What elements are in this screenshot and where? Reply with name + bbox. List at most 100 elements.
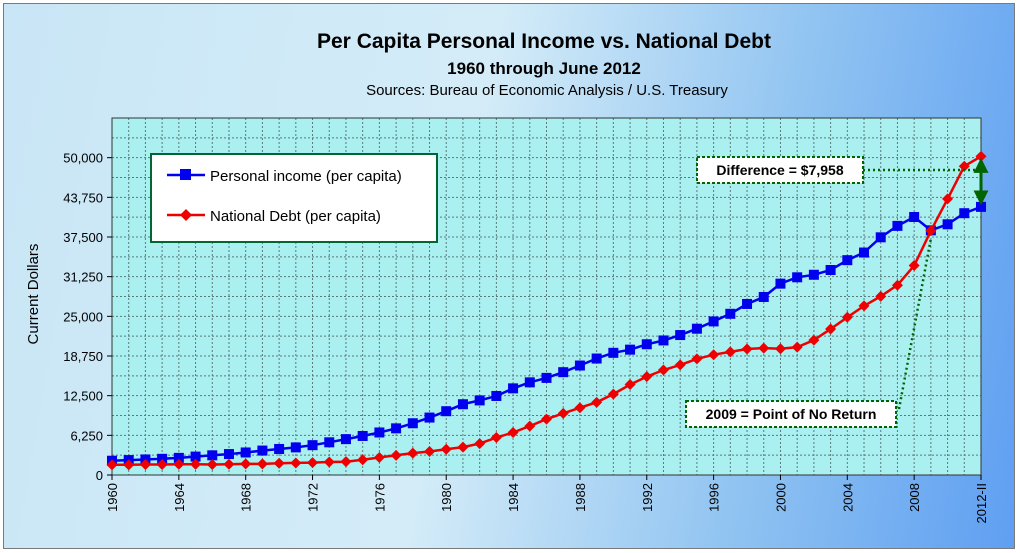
y-axis-label: Current Dollars — [25, 244, 42, 345]
debt-point — [891, 279, 903, 291]
difference-annotation-box — [696, 156, 864, 184]
income-point — [758, 291, 769, 302]
income-point — [257, 445, 268, 456]
chart-title: Per Capita Personal Income vs. National … — [317, 30, 771, 53]
legend: Personal income (per capita) National De… — [150, 153, 438, 243]
debt-point — [173, 458, 185, 470]
debt-point — [290, 457, 302, 469]
y-tick-label: 0 — [96, 468, 103, 483]
income-point — [374, 427, 385, 438]
income-point — [173, 452, 184, 463]
income-point — [959, 208, 970, 219]
debt-point — [240, 458, 252, 470]
debt-point — [724, 346, 736, 358]
debt-point — [206, 459, 218, 471]
income-point — [274, 443, 285, 454]
income-point — [942, 219, 953, 230]
y-tick-label: 12,500 — [63, 389, 103, 404]
debt-point — [357, 454, 369, 466]
debt-point — [624, 379, 636, 391]
debt-point — [858, 300, 870, 312]
debt-point — [156, 459, 168, 471]
income-point — [474, 395, 485, 406]
debt-point — [524, 420, 536, 432]
income-point — [407, 418, 418, 429]
x-tick-label: 1984 — [506, 483, 521, 512]
debt-point — [424, 446, 436, 458]
debt-point — [139, 459, 151, 471]
debt-point — [841, 311, 853, 323]
income-point — [491, 390, 502, 401]
income-point — [875, 232, 886, 243]
income-point — [708, 316, 719, 327]
income-point — [608, 347, 619, 358]
income-point — [625, 344, 636, 355]
debt-point — [490, 432, 502, 444]
debt-point — [657, 364, 669, 376]
chart-subtitle: 1960 through June 2012 — [447, 59, 641, 78]
debt-point — [591, 396, 603, 408]
legend-income-marker — [180, 169, 191, 180]
x-tick-label: 1988 — [573, 483, 588, 512]
y-tick-label: 25,000 — [63, 309, 103, 324]
income-point — [207, 450, 218, 461]
debt-point — [340, 456, 352, 468]
x-tick-label: 1976 — [372, 483, 387, 512]
y-tick-label: 43,750 — [63, 190, 103, 205]
no-return-annotation-text: 2009 = Point of No Return — [706, 406, 877, 422]
x-tick-label: 2012-II — [974, 483, 989, 523]
x-tick-label: 1960 — [105, 483, 120, 512]
debt-point — [557, 407, 569, 419]
x-tick-label: 1992 — [640, 483, 655, 512]
chart-svg: Per Capita Personal Income vs. National … — [25, 30, 989, 523]
income-point — [574, 360, 585, 371]
debt-point — [457, 441, 469, 453]
income-point — [223, 449, 234, 460]
income-point — [307, 440, 318, 451]
debt-point — [908, 260, 920, 272]
income-point — [859, 247, 870, 258]
income-point — [324, 437, 335, 448]
x-tick-label: 2000 — [773, 483, 788, 512]
income-point — [457, 399, 468, 410]
legend-box — [150, 153, 438, 243]
income-point — [441, 406, 452, 417]
debt-point — [507, 426, 519, 438]
debt-point — [190, 458, 202, 470]
debt-point — [825, 323, 837, 335]
debt-point — [758, 342, 770, 354]
income-point — [541, 372, 552, 383]
income-point — [675, 330, 686, 341]
income-point — [808, 269, 819, 280]
y-tick-label: 6,250 — [70, 428, 103, 443]
debt-point — [474, 438, 486, 450]
debt-point — [741, 343, 753, 355]
income-point — [157, 453, 168, 464]
income-point — [775, 278, 786, 289]
income-point — [290, 442, 301, 453]
debt-point — [942, 193, 954, 205]
debt-point — [925, 225, 937, 237]
debt-point — [256, 458, 268, 470]
debt-point — [223, 458, 235, 470]
income-point — [424, 412, 435, 423]
x-tick-label: 1964 — [172, 483, 187, 512]
difference-annotation-text: Difference = $7,958 — [716, 162, 843, 178]
debt-point — [123, 459, 135, 471]
debt-point — [774, 343, 786, 355]
x-tick-label: 2008 — [907, 483, 922, 512]
x-tick-label: 1996 — [707, 483, 722, 512]
legend-debt-marker — [180, 209, 192, 221]
income-point — [742, 298, 753, 309]
x-tick-label: 1980 — [439, 483, 454, 512]
debt-point — [641, 371, 653, 383]
debt-point — [708, 349, 720, 361]
debt-point — [674, 359, 686, 371]
income-point — [658, 335, 669, 346]
debt-point — [574, 402, 586, 414]
x-tick-label: 2004 — [840, 483, 855, 512]
debt-point — [691, 353, 703, 365]
income-point — [825, 265, 836, 276]
debt-point — [407, 447, 419, 459]
income-point — [391, 423, 402, 434]
